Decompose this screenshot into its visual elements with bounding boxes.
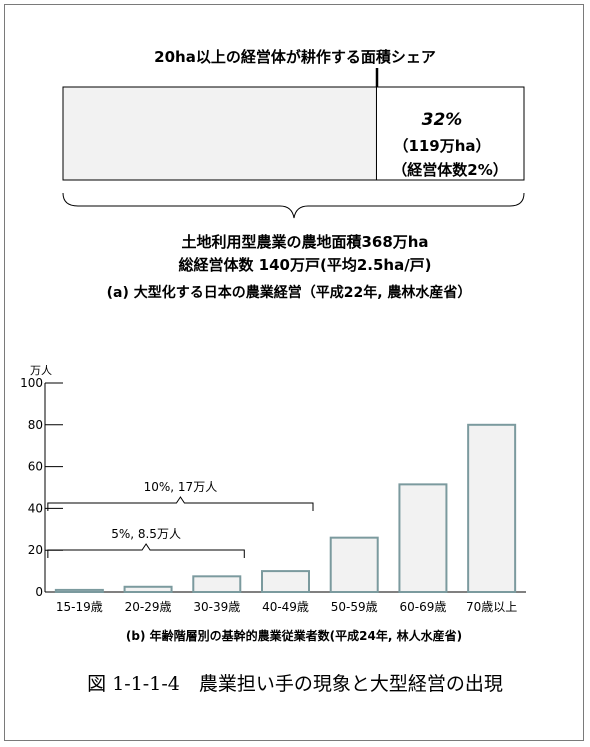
- bracket: [47, 496, 314, 511]
- x-tick-label: 15-19歳: [56, 600, 103, 614]
- bar: [398, 483, 448, 593]
- caption-a: (a) 大型化する日本の農業経営（平成22年, 農林水産省）: [107, 284, 472, 301]
- x-tick-label: 30-39歳: [193, 600, 240, 614]
- y-tick-label: 60: [28, 460, 43, 474]
- y-axis-label: 万人: [30, 364, 52, 377]
- figure-title: 図 1-1-1-4 農業担い手の現象と大型経営の出現: [87, 673, 503, 695]
- age-bar-chart: 万人 0 20 40 60 80 100 15-19歳 20-29歳 30-39歳 40-49歳 50…: [20, 364, 526, 614]
- x-tick-label: 20-29歳: [125, 600, 172, 614]
- share-entities: （経営体数2%）: [392, 161, 507, 179]
- y-tick-label: 80: [28, 418, 43, 432]
- y-tick-label: 0: [35, 585, 43, 599]
- y-tick-label: 100: [20, 376, 43, 390]
- x-tick-label: 40-49歳: [262, 600, 309, 614]
- bar: [123, 585, 173, 594]
- total-area: 土地利用型農業の農地面積368万ha: [181, 233, 428, 251]
- x-tick-label: 60-69歳: [399, 600, 446, 614]
- share-percent: 32%: [422, 110, 463, 130]
- y-tick-label: 20: [28, 543, 43, 557]
- caption-b: (b) 年齢階層別の基幹的農業従業者数(平成24年, 林人水産省): [126, 628, 462, 643]
- bar: [467, 423, 517, 593]
- share-area-rect: [375, 86, 525, 181]
- x-tick-label: 70歳以上: [466, 600, 517, 614]
- bracket-label: 10%, 17万人: [144, 480, 218, 494]
- bracket-label: 5%, 8.5万人: [111, 527, 181, 541]
- remaining-area-rect: [62, 86, 377, 181]
- bracket: [47, 543, 245, 558]
- bar: [261, 570, 310, 593]
- bar: [192, 575, 242, 594]
- share-header: 20ha以上の経営体が耕作する面積シェア: [154, 48, 436, 66]
- x-tick-label: 50-59歳: [331, 600, 378, 614]
- bar: [329, 536, 379, 593]
- figure-frame: [4, 4, 584, 741]
- bar: [54, 588, 104, 593]
- y-tick-label: 40: [28, 501, 43, 515]
- total-entities: 総経営体数 140万戸(平均2.5ha/戸): [178, 256, 431, 274]
- total-brace: [62, 192, 525, 219]
- share-area: （119万ha）: [393, 137, 490, 155]
